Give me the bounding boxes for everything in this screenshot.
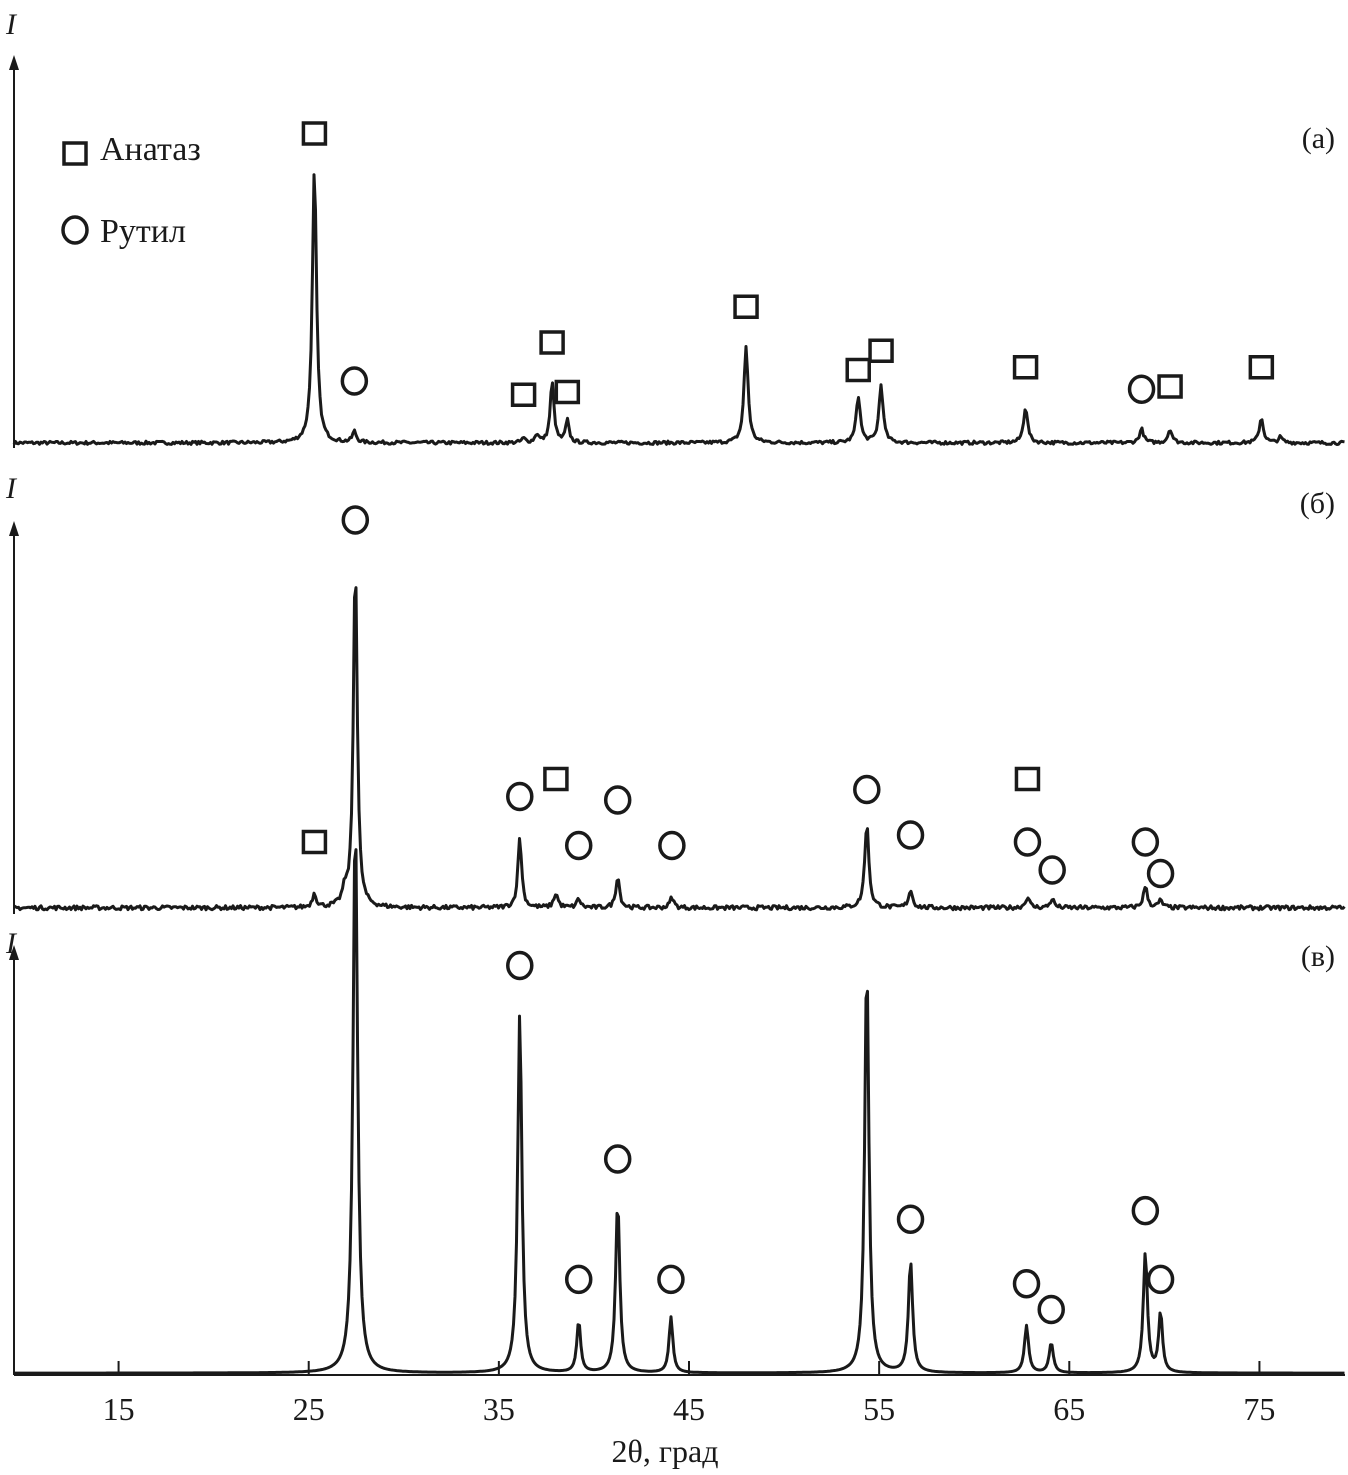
rutile-circle-marker-icon <box>853 774 881 805</box>
x-axis-ticks: 15 25 35 45 55 65 75 <box>103 1361 1275 1427</box>
x-tick-label: 15 <box>103 1391 135 1427</box>
rutile-circle-marker-icon <box>564 830 593 861</box>
rutile-circle-marker-icon <box>564 1264 593 1295</box>
rutile-circle-marker-icon <box>658 830 686 861</box>
panel-a-y-axis-arrow-icon <box>9 55 19 70</box>
x-tick-label: 75 <box>1243 1391 1275 1427</box>
rutile-circle-marker-icon <box>896 1204 925 1234</box>
anatase-square-marker-icon <box>539 330 565 355</box>
x-tick-label: 35 <box>483 1391 515 1427</box>
panel-b-phase-markers <box>301 505 1175 889</box>
anatase-square-marker-icon <box>1157 374 1183 399</box>
anatase-square-marker-icon <box>1012 355 1039 380</box>
anatase-square-marker-icon <box>510 382 537 407</box>
panel-c-label: (в) <box>1301 940 1335 973</box>
panel-c: I (в) <box>5 848 1345 1375</box>
rutile-circle-marker-icon <box>1012 1268 1041 1299</box>
rutile-circle-marker-icon <box>1131 827 1160 857</box>
panel-c-pattern-line <box>14 848 1345 1375</box>
panel-c-phase-markers <box>506 950 1175 1325</box>
panel-a-pattern-line <box>12 173 1345 446</box>
rutile-circle-marker-icon <box>341 505 370 535</box>
legend-circle-marker-icon <box>61 215 89 245</box>
panel-c-y-axis-arrow-icon <box>9 945 19 960</box>
x-tick-label: 55 <box>863 1391 895 1427</box>
rutile-circle-marker-icon <box>603 785 632 815</box>
rutile-circle-marker-icon <box>1131 1195 1160 1226</box>
panel-a: I (а) <box>5 8 1345 448</box>
anatase-square-marker-icon <box>301 121 328 146</box>
panel-b-pattern-line <box>13 586 1346 912</box>
anatase-square-marker-icon <box>733 294 759 319</box>
panel-b: I (б) <box>5 472 1346 914</box>
legend: Анатаз Рутил <box>61 131 201 250</box>
panel-a-phase-markers <box>301 121 1275 407</box>
panel-b-y-axis-arrow-icon <box>9 521 19 536</box>
panel-a-label: (а) <box>1302 122 1335 155</box>
x-axis-label: 2θ, град <box>612 1433 719 1469</box>
anatase-square-marker-icon <box>554 379 581 405</box>
rutile-circle-marker-icon <box>1146 1264 1175 1295</box>
legend-anatase-label: Анатаз <box>100 131 201 168</box>
rutile-circle-marker-icon <box>1127 374 1156 404</box>
panel-c-y-label: I <box>5 927 18 960</box>
x-tick-label: 25 <box>293 1391 325 1427</box>
rutile-circle-marker-icon <box>506 781 534 812</box>
anatase-square-marker-icon <box>1014 766 1041 792</box>
rutile-circle-marker-icon <box>896 820 925 850</box>
rutile-circle-marker-icon <box>1146 858 1175 889</box>
anatase-square-marker-icon <box>301 829 328 855</box>
anatase-square-marker-icon <box>543 766 569 792</box>
rutile-circle-marker-icon <box>603 1144 632 1174</box>
x-tick-label: 45 <box>673 1391 705 1427</box>
rutile-circle-marker-icon <box>1038 855 1066 885</box>
rutile-circle-marker-icon <box>657 1264 685 1295</box>
legend-square-marker-icon <box>62 141 88 166</box>
rutile-circle-marker-icon <box>506 950 534 981</box>
anatase-square-marker-icon <box>845 357 871 383</box>
panel-b-label: (б) <box>1300 487 1335 520</box>
panel-a-y-label: I <box>5 8 18 41</box>
rutile-circle-marker-icon <box>340 366 369 396</box>
rutile-circle-marker-icon <box>1037 1294 1065 1325</box>
panel-b-y-label: I <box>5 472 18 505</box>
x-tick-label: 65 <box>1053 1391 1085 1427</box>
anatase-square-marker-icon <box>868 338 894 363</box>
rutile-circle-marker-icon <box>1013 827 1042 857</box>
legend-rutile-label: Рутил <box>100 213 186 250</box>
anatase-square-marker-icon <box>1248 355 1275 380</box>
